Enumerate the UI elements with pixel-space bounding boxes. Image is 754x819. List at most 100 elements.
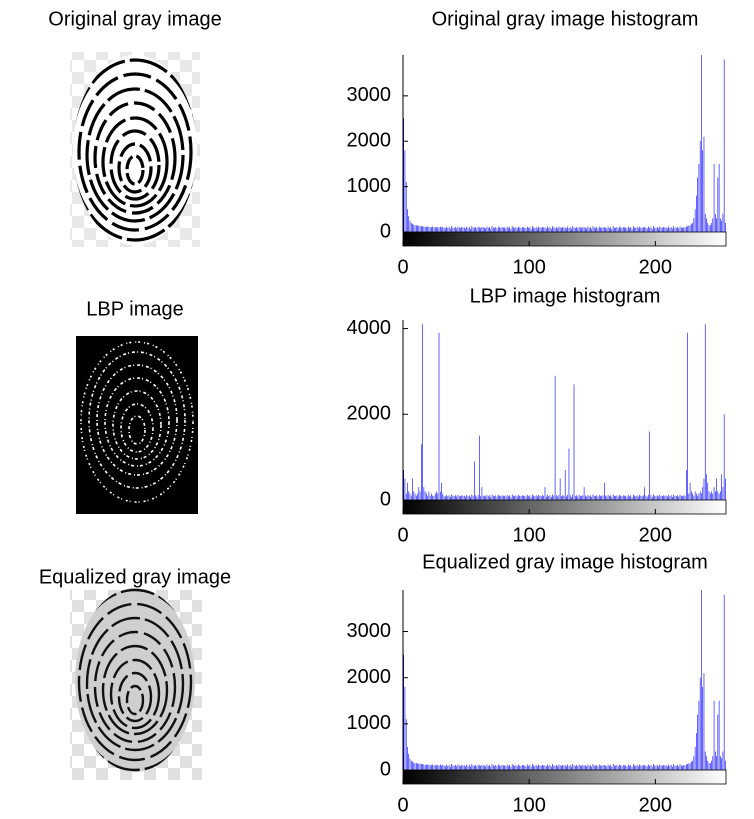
bar [614,765,615,770]
bar [665,765,667,770]
bar [475,495,476,500]
bar [481,227,483,232]
bar [433,227,435,232]
bar [415,225,417,232]
bar [523,765,524,770]
bar [662,765,663,770]
bar [482,765,484,770]
bar [683,764,685,770]
bar [631,766,633,770]
bar [525,496,527,500]
bar [432,226,433,232]
bar [501,227,503,232]
bar [706,474,707,500]
bar [629,765,630,770]
bar [712,756,714,770]
bar [592,494,594,500]
bar [501,495,503,500]
bar [524,495,526,500]
bar [723,594,725,770]
bar [587,494,589,500]
bar [542,227,543,232]
bar [641,765,643,770]
bar [547,226,548,232]
bar [606,228,608,232]
bar [716,756,717,770]
bar [558,494,560,500]
y-tick-label: 3000 [347,84,392,106]
bar [663,764,664,770]
bar [427,227,428,232]
bar [403,654,404,770]
bar [511,226,513,232]
bar [622,227,624,232]
bar [634,227,635,232]
bar [474,461,475,500]
bar [472,227,474,232]
bar [518,764,519,770]
bar [679,226,681,232]
bar [475,227,476,232]
chart-title: Original gray image histogram [432,8,699,30]
bar [423,487,425,500]
bar [654,765,656,770]
bar [520,496,522,500]
bar [456,228,457,232]
y-tick-label: 2000 [347,130,392,152]
bar [467,227,469,232]
bar [527,226,528,232]
bar [445,766,446,770]
y-tick-label: 0 [380,488,391,510]
bar [638,228,639,232]
bar [699,677,701,770]
bar [509,495,510,500]
bar [717,714,719,770]
bar [636,227,638,232]
bar [466,764,468,770]
bar [580,765,581,770]
bar [445,228,446,232]
bar [725,222,726,232]
bar [506,226,508,232]
bar [550,766,552,770]
y-tick-label: 1000 [347,175,392,197]
bar [708,225,710,232]
bar [655,227,657,232]
bar [723,59,725,233]
bar [407,209,408,232]
bar [438,765,440,770]
bar [523,495,524,500]
bar [521,227,523,232]
bar [462,227,464,232]
bar [660,765,662,770]
bar [503,495,504,500]
y-tick-label: 1000 [347,712,392,734]
bar [511,764,513,770]
bar [545,766,547,770]
bar [573,227,575,232]
bar [605,495,606,500]
bar [634,765,635,770]
x-tick-label: 100 [512,524,545,546]
bar [567,226,569,232]
bar [527,764,528,770]
bar [484,765,485,770]
bar [528,227,529,232]
bar [495,227,497,232]
bar [664,227,666,232]
bar [656,495,658,500]
bar [619,764,620,770]
bar [614,495,615,500]
bar [510,497,512,500]
bar [525,766,527,770]
bar [698,493,700,500]
bar [569,227,571,232]
bar [592,226,594,232]
bar [479,435,480,500]
bar [503,765,504,770]
bar [446,226,447,232]
bar [580,495,581,500]
bar [418,225,420,232]
bar [500,765,502,770]
bar [596,227,598,232]
